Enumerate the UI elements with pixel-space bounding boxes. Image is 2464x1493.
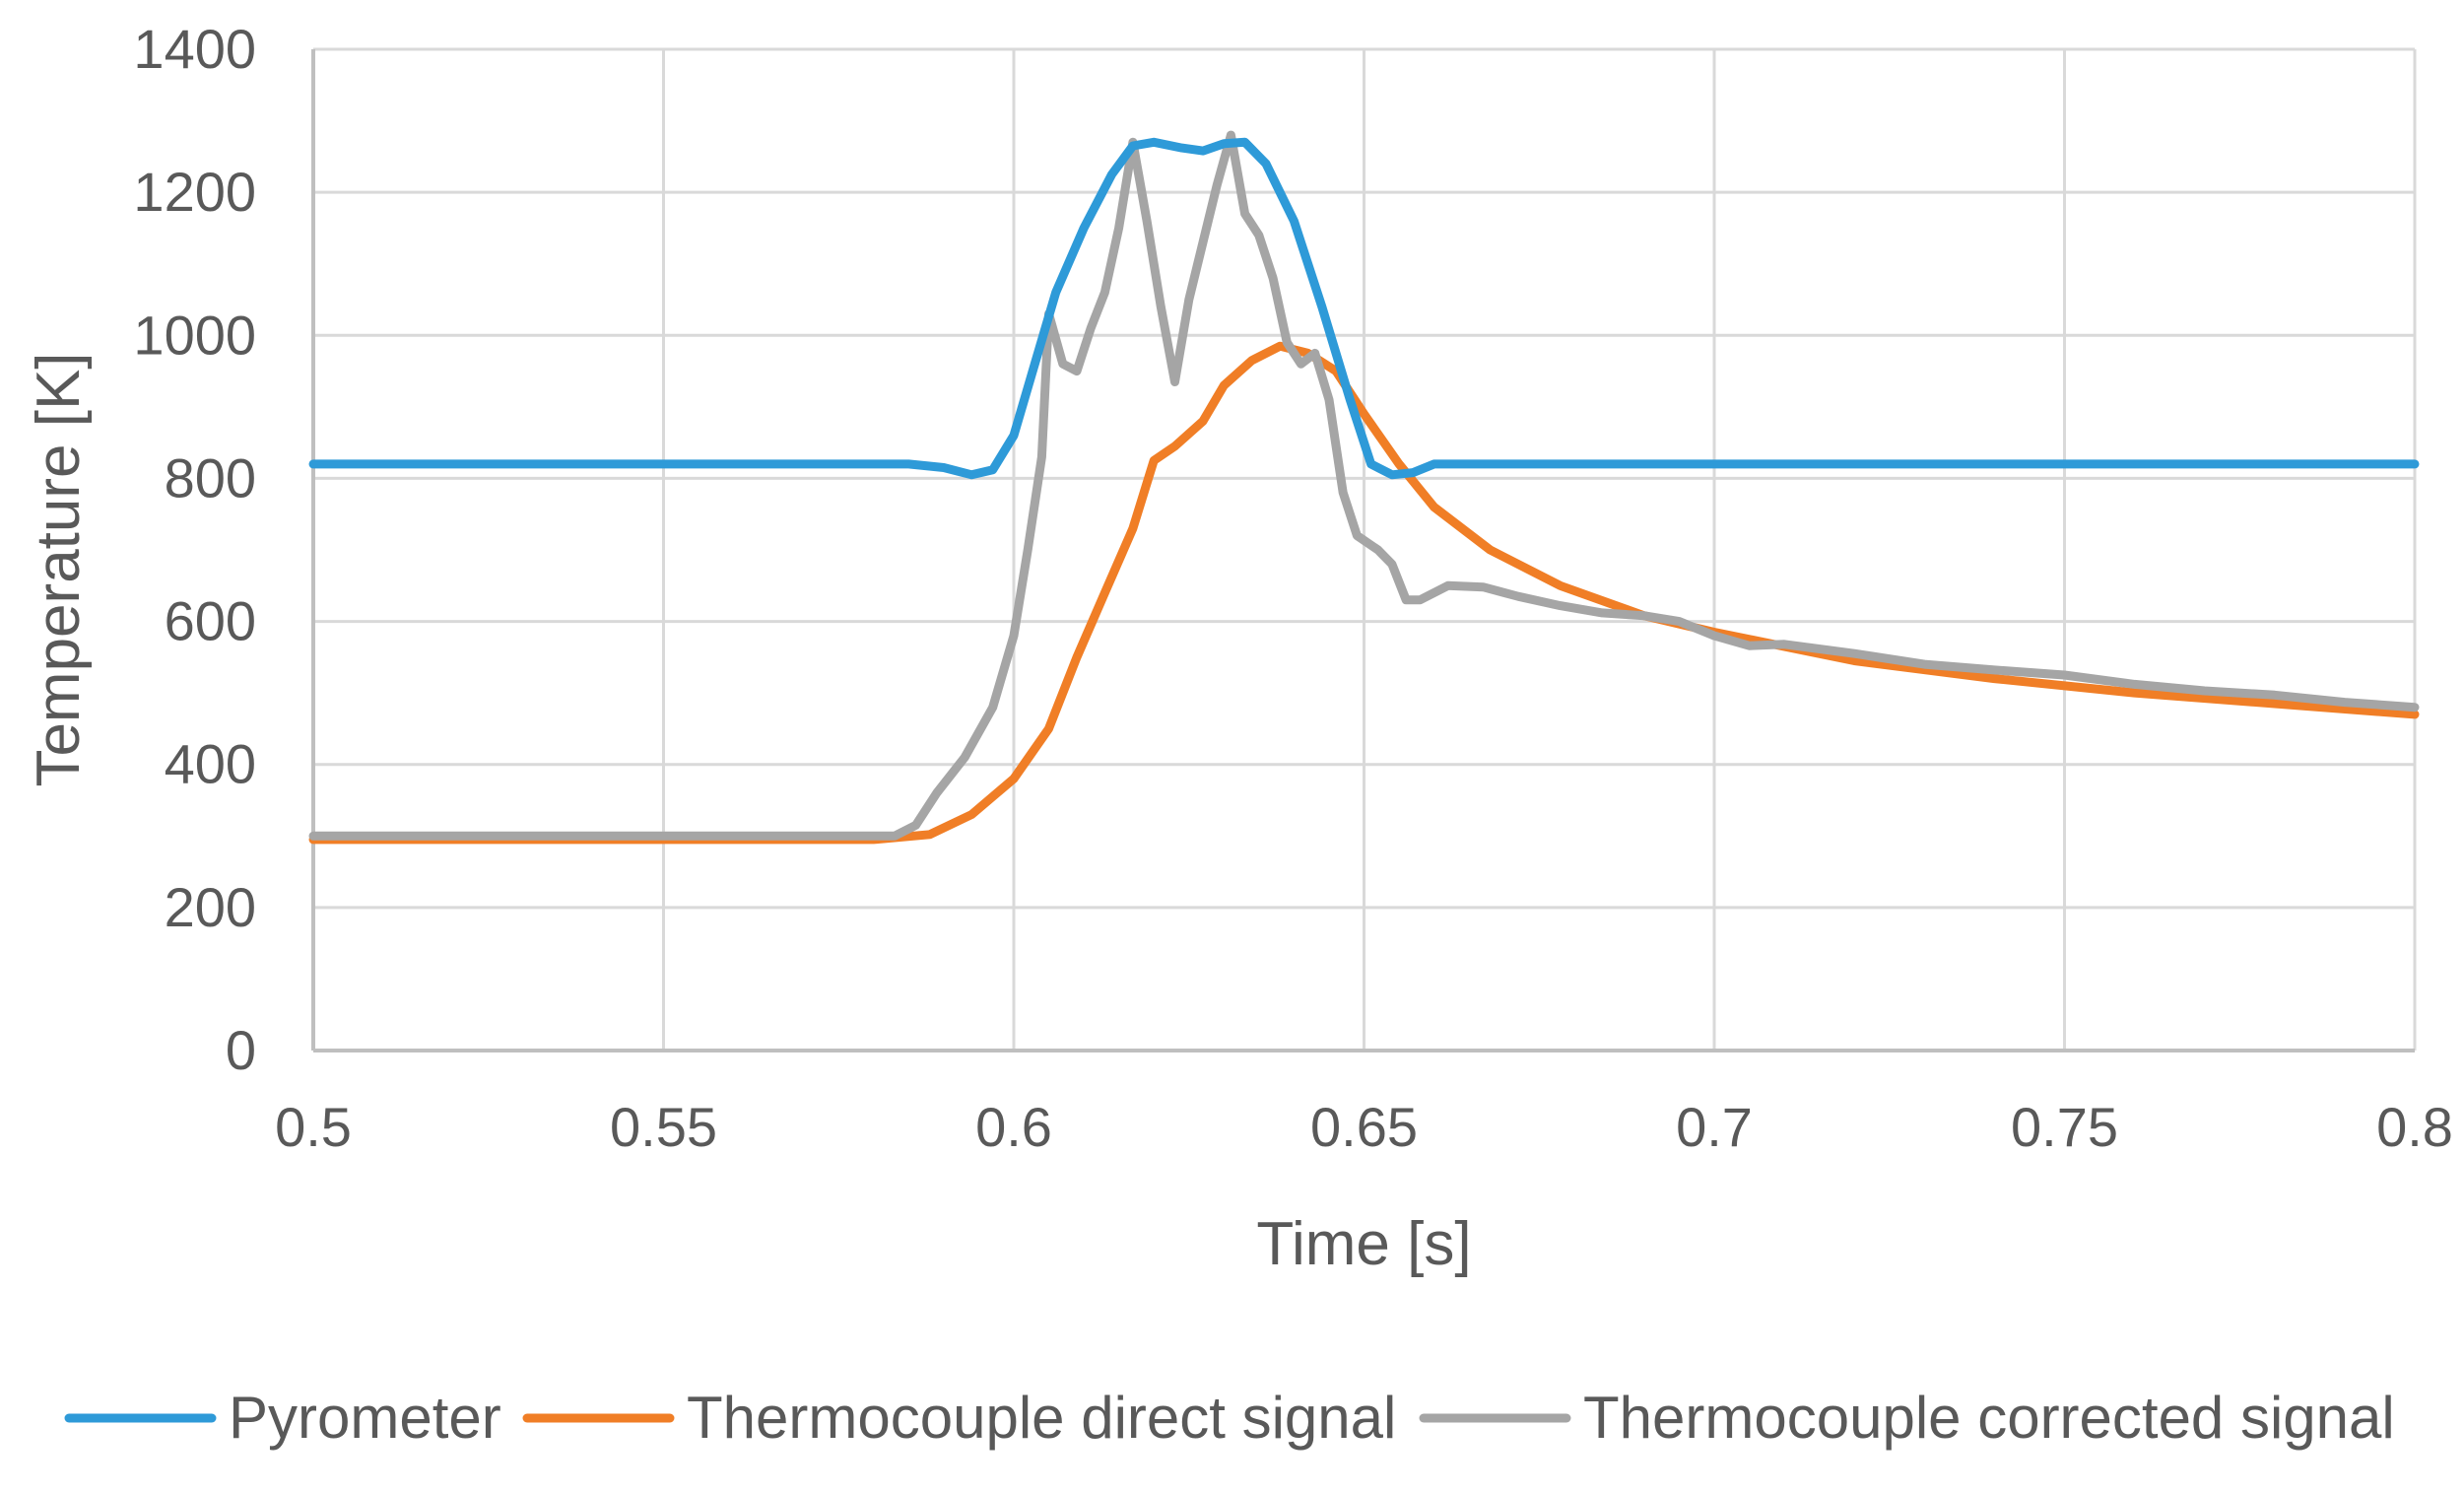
y-tick-label: 1200 bbox=[133, 161, 256, 223]
x-tick-label: 0.7 bbox=[1676, 1096, 1753, 1158]
legend-label-thermocouple-corrected-signal: Thermocouple corrected signal bbox=[1583, 1385, 2395, 1451]
y-tick-label: 1000 bbox=[133, 304, 256, 366]
x-tick-label: 0.6 bbox=[975, 1096, 1052, 1158]
x-tick-label: 0.8 bbox=[2376, 1096, 2453, 1158]
tick-labels: 0 200 400 600 800 1000 1200 1400 0.5 0.55 0.6 0.65 0… bbox=[133, 18, 2453, 1158]
y-tick-label: 0 bbox=[226, 1019, 256, 1081]
x-tick-label: 0.55 bbox=[610, 1096, 717, 1158]
x-tick-label: 0.5 bbox=[275, 1096, 352, 1158]
legend-label-thermocouple-direct-signal: Thermocouple direct signal bbox=[687, 1385, 1396, 1451]
legend: Pyrometer Thermocouple direct signal Therm… bbox=[64, 1385, 2395, 1451]
gridlines bbox=[311, 47, 2417, 1052]
x-axis-title: Time [s] bbox=[1256, 1210, 1471, 1278]
y-tick-label: 400 bbox=[165, 733, 256, 795]
x-tick-label: 0.65 bbox=[1310, 1096, 1418, 1158]
series-line-pyrometer bbox=[308, 137, 2420, 480]
axes bbox=[311, 49, 2415, 1052]
series-lines bbox=[308, 130, 2420, 845]
x-tick-label: 0.75 bbox=[2011, 1096, 2118, 1158]
legend-label-pyrometer: Pyrometer bbox=[229, 1385, 501, 1451]
y-tick-label: 600 bbox=[165, 590, 256, 652]
y-axis-title: Temperature [K] bbox=[25, 352, 93, 786]
y-tick-label: 800 bbox=[165, 446, 256, 509]
y-tick-label: 200 bbox=[165, 876, 256, 938]
y-tick-label: 1400 bbox=[133, 18, 256, 80]
